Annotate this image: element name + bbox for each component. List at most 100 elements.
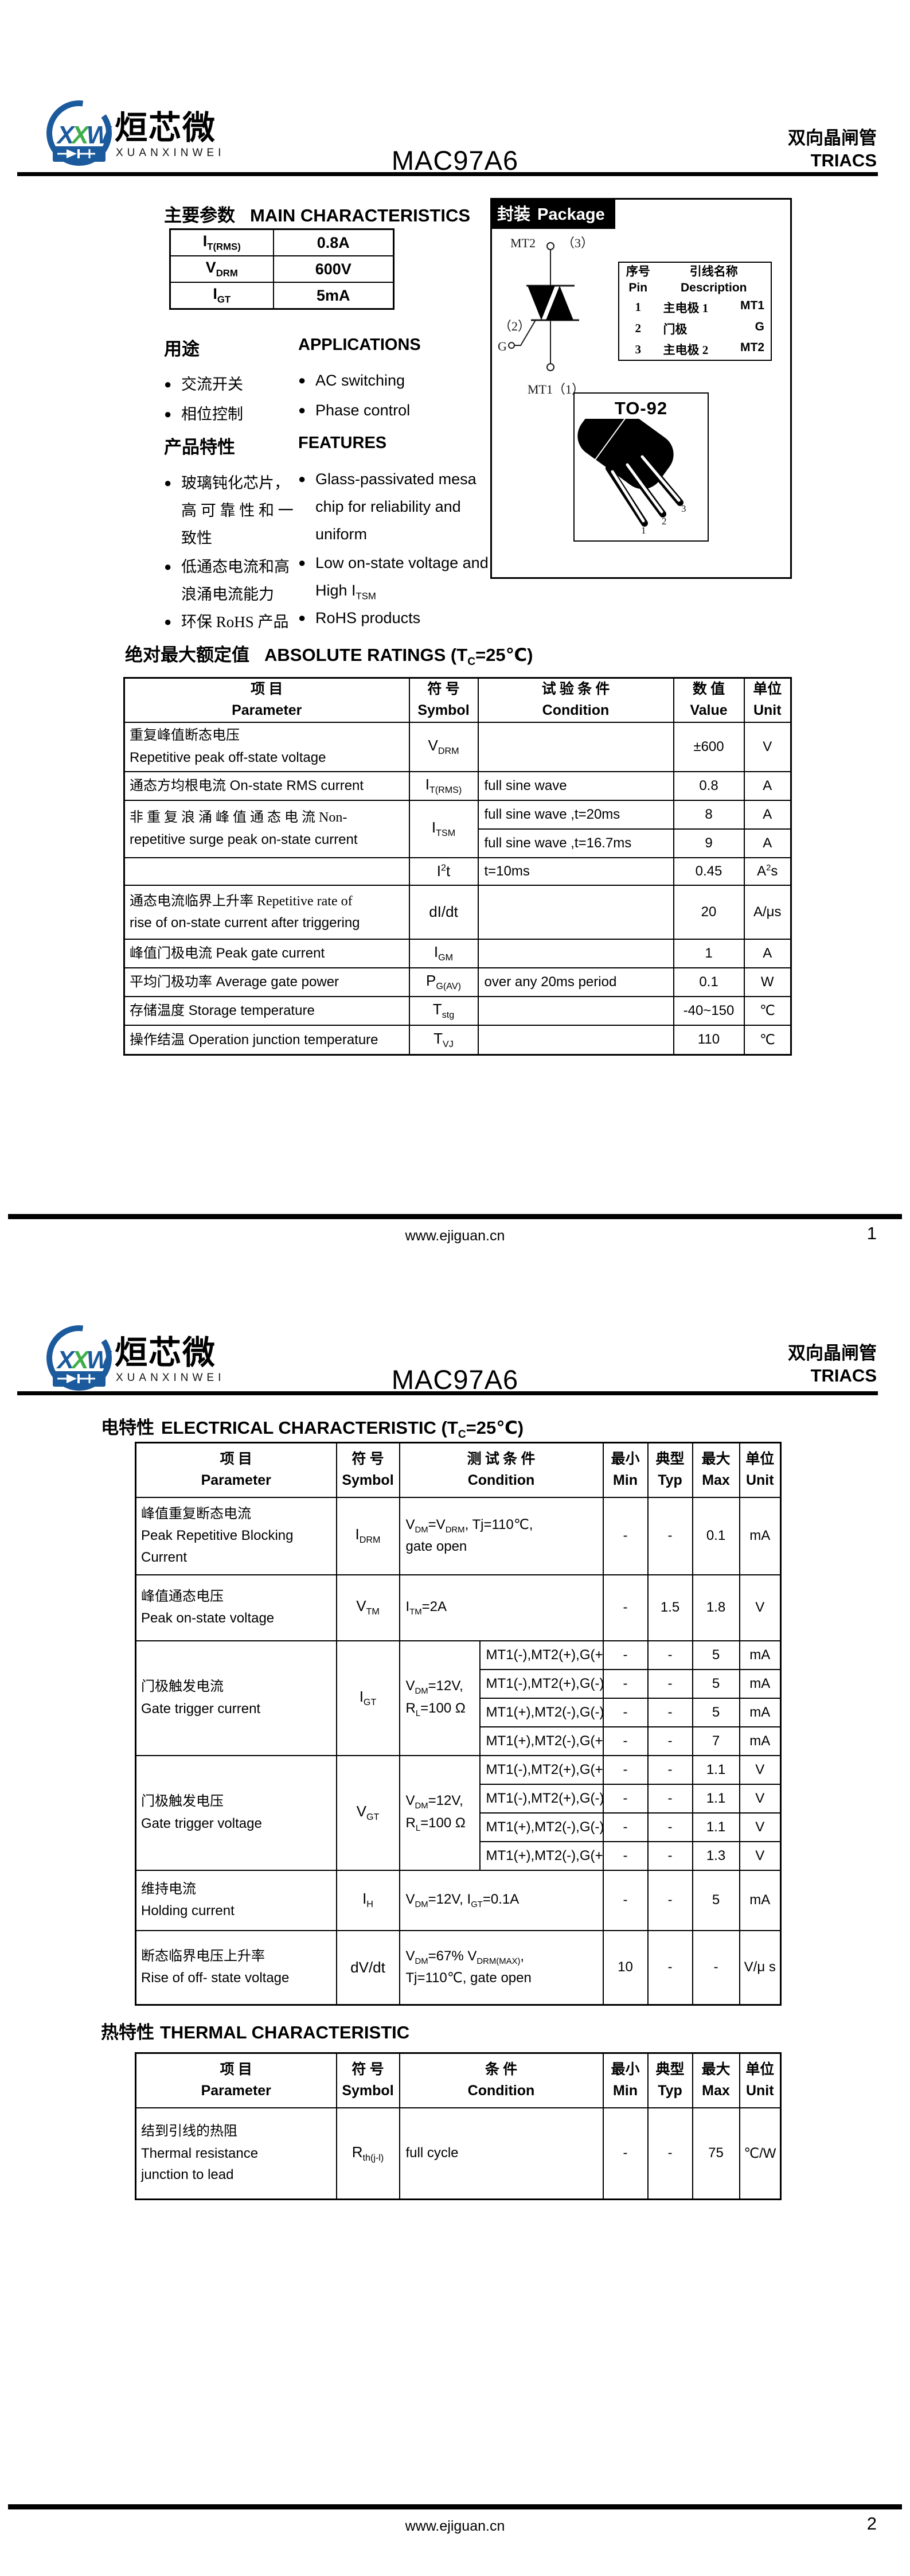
unit-cell: A2s [743,857,792,886]
table-row: 存储温度 Storage temperature Tstg -40~150 ℃ [123,995,792,1026]
table-row: 平均门极功率 Average gate power PG(AV) over an… [123,967,792,997]
footer-url[interactable]: www.ejiguan.cn [405,2518,505,2534]
symbol-cell: dV/dt [335,1929,400,2006]
condition-prefix-cell: VDM=12V, RL=100 Ω [399,1754,481,1871]
value-cell: 1 [673,938,745,968]
parameter-cell: 维持电流 Holding current [135,1869,337,1931]
min-cell: - [602,2107,649,2200]
typ-cell: 1.5 [647,1574,693,1641]
table-row: I2t t=10ms 0.45 A2s [123,857,792,886]
parameter-cell: 峰值门极电流 Peak gate current [123,938,410,968]
max-cell: 5 [692,1697,740,1727]
typ-cell: - [647,2107,693,2200]
max-cell: 0.1 [692,1496,740,1575]
pin-desc: 主电极 2 MT2 [663,341,765,357]
diode-icon [57,149,95,158]
application-item: ● AC switching [298,372,405,389]
category-cn: 双向晶闸管 [788,1343,877,1363]
parameter-cell: 存储温度 Storage temperature [123,995,410,1026]
part-number: MAC97A6 [391,1364,519,1395]
header-max: 最大 Max [692,2052,740,2108]
unit-cell: mA [739,1726,782,1756]
unit-cell: W [743,967,792,997]
condition-cell: MT1(+),MT2(-),G(-) [479,1697,604,1727]
condition-cell [477,995,674,1026]
feature-line: ● Glass-passivated mesa [298,470,477,488]
bullet-icon: ● [298,472,306,486]
brand-name-cn: 烜芯微 [115,110,216,146]
pin-description-table: 序号 Pin 引线名称 Description 1 主电极 1 MT1 2 门极 G 3… [618,262,772,361]
table-row: MT1(+),MT2(-),G(+) - - 1.3 V [136,1840,782,1871]
pin-desc: 门极 G [663,320,765,336]
condition-cell: full sine wave ,t=20ms [477,799,674,830]
max-cell: - [692,1929,740,2006]
table-row: 峰值重复断态电流 Peak Repetitive Blocking Current … [135,1496,782,1575]
header-condition: 测 试 条 件 Condition [399,1442,604,1498]
thermal-title-en: THERMAL CHARACTERISTIC [160,2022,410,2042]
lead-number-1: 1 [641,525,646,536]
feature-line: ● 玻璃钝化芯片， [164,474,290,492]
unit-cell: A [743,938,792,968]
value-cell: 0.8 [673,771,745,801]
footer-url[interactable]: www.ejiguan.cn [405,1228,505,1244]
symbol-cell: VDRM [408,721,479,772]
max-cell: 1.1 [692,1783,740,1814]
value-cell: 5mA [272,282,395,310]
condition-cell: MT1(-),MT2(+),G(+) [479,1640,604,1670]
condition-cell: MT1(-),MT2(+),G(+) [479,1754,604,1785]
electrical-title-cn: 电特性 [101,1418,154,1438]
value-cell: 0.8A [272,228,395,256]
logo-mark: XXW [56,1346,112,1374]
package-section-label: 封装 Package [491,199,615,229]
min-cell: - [602,1840,649,1871]
category-en: TRIACS [810,1365,877,1386]
symbol-cell: IDRM [335,1496,400,1575]
feature-line: ● 环保 RoHS 产品 [164,613,289,631]
part-number: MAC97A6 [391,145,519,176]
application-item: ● 交流开关 [164,376,243,393]
page-1: XXW 烜芯微 XUANXINWEI MAC97A6 双向晶闸管 TRIACS … [8,100,902,1244]
header-min: 最小 Min [602,1442,649,1498]
table-row: 3 主电极 2 MT2 [619,339,771,360]
features-title-en: FEATURES [298,434,387,452]
header-value: 数 值 Value [673,677,745,723]
unit-cell: mA [739,1668,782,1699]
absolute-ratings-title: 绝对最大额定值 ABSOLUTE RATINGS (TC=25℃) [125,640,533,668]
desc-header-cell: 引线名称 Description [680,265,747,294]
max-cell: 1.3 [692,1840,740,1871]
header-unit: 单位 Unit [739,2052,782,2108]
condition-cell: MT1(-),MT2(+),G(-) [479,1783,604,1814]
table-row: 重复峰值断态电压 Repetitive peak off-state voltag… [123,721,792,772]
absolute-ratings-title-en: ABSOLUTE RATINGS (TC=25℃) [264,645,533,668]
header-symbol: 符 号 Symbol [335,2052,400,2108]
parameter-cell: 通态方均根电流 On-state RMS current [123,771,410,801]
parameter-cell: 非 重 复 浪 涌 峰 值 通 态 电 流 Non-repetitive sur… [123,799,410,858]
company-logo: XXW 烜芯微 XUANXINWEI [46,1325,225,1391]
parameter-cell [123,857,410,886]
bullet-icon: ● [298,403,306,417]
table-row: 通态电流临界上升率 Repetitive rate of rise of on-s… [123,884,792,940]
brand-name-en: XUANXINWEI [116,147,225,159]
unit-cell: mA [739,1496,782,1575]
brand-name-en: XUANXINWEI [116,1372,225,1384]
table-row: IT(RMS) 0.8A [169,228,395,256]
thermal-characteristic-table: 项 目 Parameter 符 号 Symbol 条 件 Condition 最小 Mi… [135,2052,782,2200]
table-header-row: 项 目 Parameter 符 号 Symbol 测 试 条 件 Condition … [135,1442,782,1498]
bullet-icon: ● [164,559,172,574]
header-symbol: 符 号 Symbol [335,1442,400,1498]
bullet-icon: ● [298,610,306,625]
unit-cell: mA [739,1640,782,1670]
pin-number: 3 [635,342,642,356]
bullet-icon: ● [164,377,172,391]
unit-cell: mA [739,1869,782,1931]
typ-cell: - [647,1869,693,1931]
application-item: ● 相位控制 [164,406,243,423]
table-row: 峰值通态电压 Peak on-state voltage VTM ITM=2A -… [135,1574,782,1641]
package-section: 封装 Package MT2 （3） （2） G MT1（1） [490,198,792,579]
parameter-cell: 门极触发电压 Gate trigger voltage [135,1754,337,1871]
table-row: MT1(-),MT2(+),G(-) - - 5 mA [136,1668,782,1699]
brand-name-cn: 烜芯微 [115,1334,216,1371]
feature-line: ● Low on-state voltage and [298,554,489,571]
min-cell: - [602,1869,649,1931]
feature-line: 浪涌电流能力 [181,586,274,603]
